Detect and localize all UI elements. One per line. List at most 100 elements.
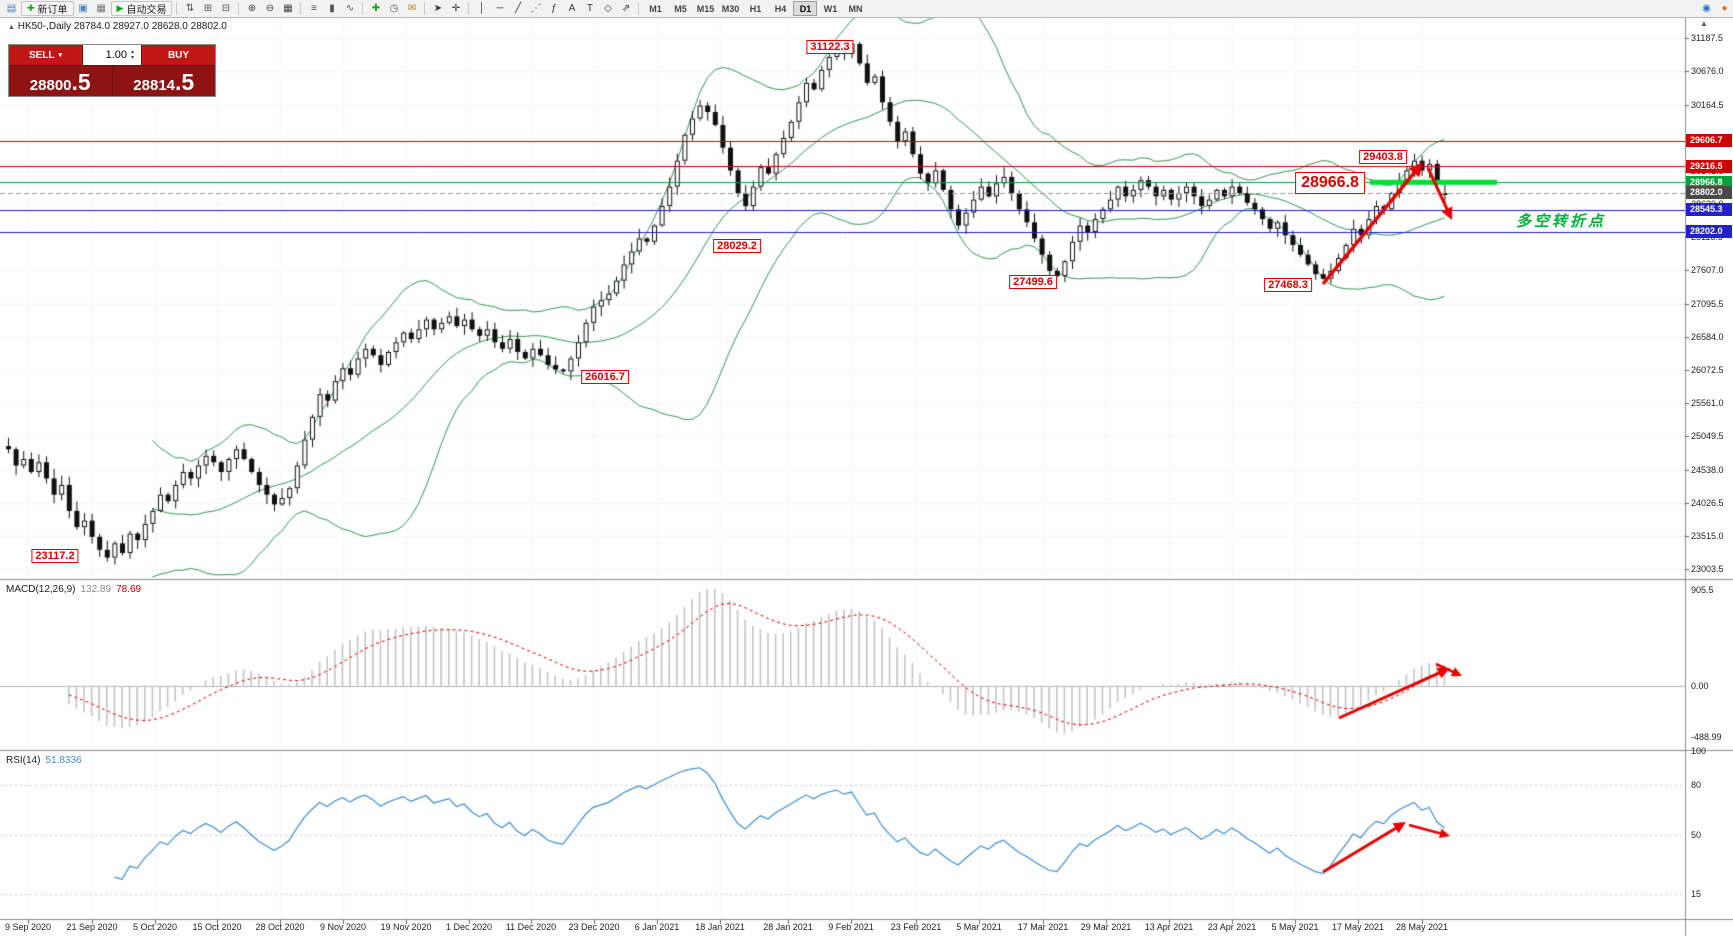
add-indicator-icon[interactable]: ✚ [367, 1, 384, 16]
toolbar-separator [300, 2, 302, 15]
timeframe-m30-button[interactable]: M30 [718, 1, 742, 16]
text-icon[interactable]: A [563, 1, 580, 16]
toolbar-separator [424, 2, 426, 15]
fibonacci-icon[interactable]: ƒ [545, 1, 562, 16]
timeframe-m5-button[interactable]: M5 [668, 1, 692, 16]
arrows-icon[interactable]: ⇗ [617, 1, 634, 16]
candles-chart-icon[interactable]: ▮ [323, 1, 340, 16]
buy-button[interactable]: BUY [141, 45, 215, 65]
scale-arrow-icon[interactable]: ▲ [1700, 19, 1708, 28]
channel-icon[interactable]: ⋰ [527, 1, 544, 16]
line-chart-icon[interactable]: ∿ [341, 1, 358, 16]
y-axis-label: 26072.5 [1691, 365, 1724, 375]
price-level-tag: 28202.0 [1686, 225, 1732, 239]
new-order-button-icon: ✚ [27, 3, 35, 13]
price-level-tag: 28966.8 [1686, 175, 1732, 189]
chart-search-icon[interactable]: ▤ [3, 1, 20, 16]
rsi-axis-label: 80 [1691, 779, 1702, 790]
toolbar-separator [176, 2, 178, 15]
horizontal-line-icon[interactable]: ─ [491, 1, 508, 16]
x-axis-label: 9 Nov 2020 [319, 922, 367, 932]
current-price-tag: 28802.0 [1686, 186, 1732, 200]
rsi-name: RSI(14) [6, 755, 41, 766]
toolbar-separator [362, 2, 364, 15]
trendline-icon[interactable]: ╱ [509, 1, 526, 16]
annotation-text: 多空转折点 [1516, 213, 1607, 230]
x-axis-label: 28 Oct 2020 [255, 922, 305, 932]
y-axis-label: 26584.0 [1691, 331, 1724, 342]
price-level-tag: 28545.3 [1686, 203, 1732, 217]
timeframe-m1-button[interactable]: M1 [643, 1, 667, 16]
x-axis-label: 5 Mar 2021 [956, 922, 1002, 932]
timeframe-m15-button[interactable]: M15 [693, 1, 717, 16]
y-axis-label: 25049.5 [1691, 431, 1724, 442]
timeframe-d1-button[interactable]: D1 [793, 1, 818, 16]
new-order-button-label: 新订单 [37, 5, 68, 16]
y-axis-label: 23515.0 [1691, 530, 1724, 541]
price-level-tag: 29216.5 [1686, 159, 1732, 173]
price-annotation-label: 27499.6 [1009, 275, 1057, 289]
toolbar-separator [238, 2, 240, 15]
volume-input[interactable] [83, 49, 129, 61]
indicators-icon[interactable]: ⇅ [181, 1, 198, 16]
community-icon[interactable]: ◉ [1698, 1, 1715, 16]
tile-windows-icon[interactable]: ▦ [93, 1, 110, 16]
x-axis-label: 29 Mar 2021 [1080, 922, 1132, 932]
auto-trading-button[interactable]: ▶ 自动交易 [110, 1, 173, 16]
main-toolbar: ▤ ✚ 新订单 ▣ ▦ ▶ 自动交易 ⇅ ⊞ ⊟ ⊕ ⊖ ▦ ≡ ▮ ∿ ✚ ◷ ✉ ➤ ✛ │ ─ ╱ ⋰ ƒ A T ◇ ⇗ M1 M5 M… [0, 0, 1733, 18]
sell-price[interactable]: 28800.5 [9, 66, 113, 96]
rsi-value: 51.8336 [45, 755, 82, 766]
zoom-out-icon[interactable]: ⊖ [261, 1, 278, 16]
shapes-icon[interactable]: ◇ [599, 1, 616, 16]
x-axis-label: 9 Sep 2020 [4, 922, 52, 932]
templates-icon[interactable]: ✉ [403, 1, 420, 16]
periods-icon[interactable]: ◷ [385, 1, 402, 16]
x-axis-label: 11 Dec 2020 [505, 922, 557, 932]
sell-label: SELL [28, 49, 55, 61]
x-axis-label: 1 Dec 2020 [445, 922, 493, 932]
macd-signal-value: 78.69 [116, 584, 142, 595]
symbol-period-label: HK50-,Daily [17, 21, 72, 32]
toolbar-separator [468, 2, 470, 15]
buy-price[interactable]: 28814.5 [112, 66, 215, 96]
crosshair-icon[interactable]: ✛ [447, 1, 464, 16]
x-axis-label: 6 Jan 2021 [634, 922, 680, 932]
bars-chart-icon[interactable]: ≡ [305, 1, 322, 16]
sell-button[interactable]: SELL ▾ [9, 45, 83, 65]
navigator-icon[interactable]: ⊟ [217, 1, 234, 16]
x-axis-label: 23 Apr 2021 [1207, 922, 1257, 932]
timeframe-h4-button[interactable]: H4 [768, 1, 792, 16]
buy-label: BUY [167, 49, 190, 61]
zoom-in-icon[interactable]: ⊕ [243, 1, 260, 16]
x-axis-label: 9 Feb 2021 [828, 922, 874, 932]
x-axis-label: 28 Jan 2021 [763, 922, 813, 932]
price-annotation-label: 23117.2 [31, 549, 79, 563]
vertical-line-icon[interactable]: │ [473, 1, 490, 16]
cursor-icon[interactable]: ➤ [429, 1, 446, 16]
price-annotation-label: 26016.7 [581, 370, 629, 384]
x-axis-label: 17 Mar 2021 [1017, 922, 1069, 932]
y-axis-label: 25561.0 [1691, 398, 1724, 409]
macd-axis-label: -488.99 [1691, 732, 1722, 743]
volume-stepper-icon[interactable]: ▴ ▾ [131, 49, 135, 61]
label-icon[interactable]: T [581, 1, 598, 16]
news-icon[interactable]: ● [1716, 1, 1733, 16]
y-axis-label: 31187.5 [1691, 33, 1723, 44]
x-axis-label: 15 Oct 2020 [192, 922, 242, 932]
symbol-marker-icon: ▲ [8, 24, 15, 31]
x-axis-label: 21 Sep 2020 [66, 922, 118, 932]
chart-window-icon[interactable]: ▣ [75, 1, 92, 16]
new-order-button[interactable]: ✚ 新订单 [21, 1, 74, 16]
data-window-icon[interactable]: ⊞ [199, 1, 216, 16]
timeframe-h1-button[interactable]: H1 [743, 1, 767, 16]
timeframe-mn-button[interactable]: MN [843, 1, 867, 16]
price-level-tag: 29606.7 [1686, 134, 1732, 148]
x-axis-label: 23 Feb 2021 [890, 922, 942, 932]
grid-icon[interactable]: ▦ [279, 1, 296, 16]
one-click-trading-panel: SELL ▾ ▴▾ BUY 28800.5 28814.5 [8, 44, 216, 97]
timeframe-w1-button[interactable]: W1 [818, 1, 842, 16]
x-axis-label: 19 Nov 2020 [380, 922, 432, 932]
y-axis-label: 30164.5 [1691, 99, 1724, 110]
